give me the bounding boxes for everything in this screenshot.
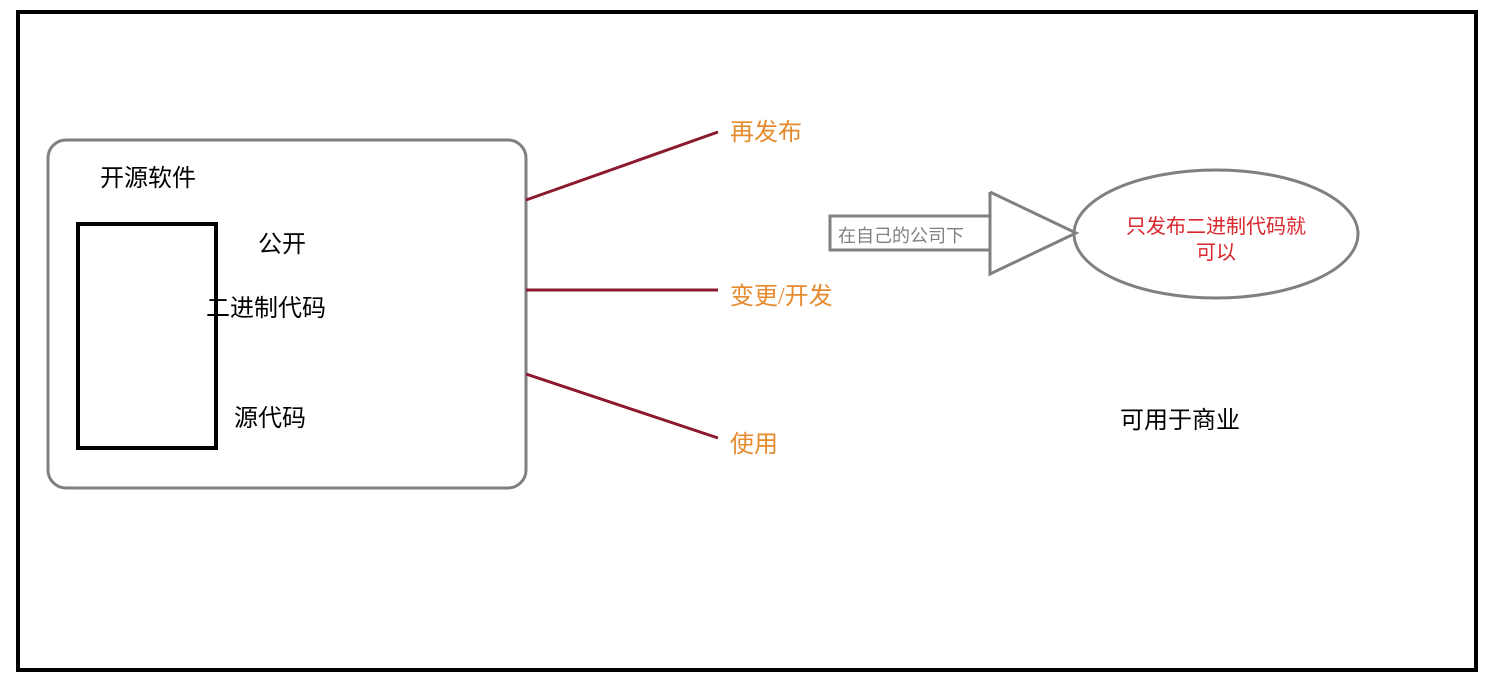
inner-box [78, 224, 216, 448]
arrow-label: 在自己的公司下 [838, 222, 964, 248]
branch-line-use [526, 374, 718, 438]
ellipse-text-line1: 只发布二进制代码就 [1126, 210, 1306, 239]
box-public-label: 公开 [258, 224, 306, 259]
commercial-label: 可用于商业 [1120, 400, 1240, 435]
branch-label-change: 变更/开发 [730, 276, 833, 311]
outer-frame [18, 12, 1476, 670]
branch-label-republish: 再发布 [730, 112, 802, 147]
box-source-label: 源代码 [234, 398, 306, 433]
branch-label-use: 使用 [730, 424, 778, 459]
branch-line-republish [526, 132, 718, 200]
ellipse-text-line2: 可以 [1196, 236, 1236, 265]
diagram-canvas [0, 0, 1487, 680]
box-title: 开源软件 [100, 158, 196, 193]
box-binary-label: 二进制代码 [206, 288, 326, 323]
